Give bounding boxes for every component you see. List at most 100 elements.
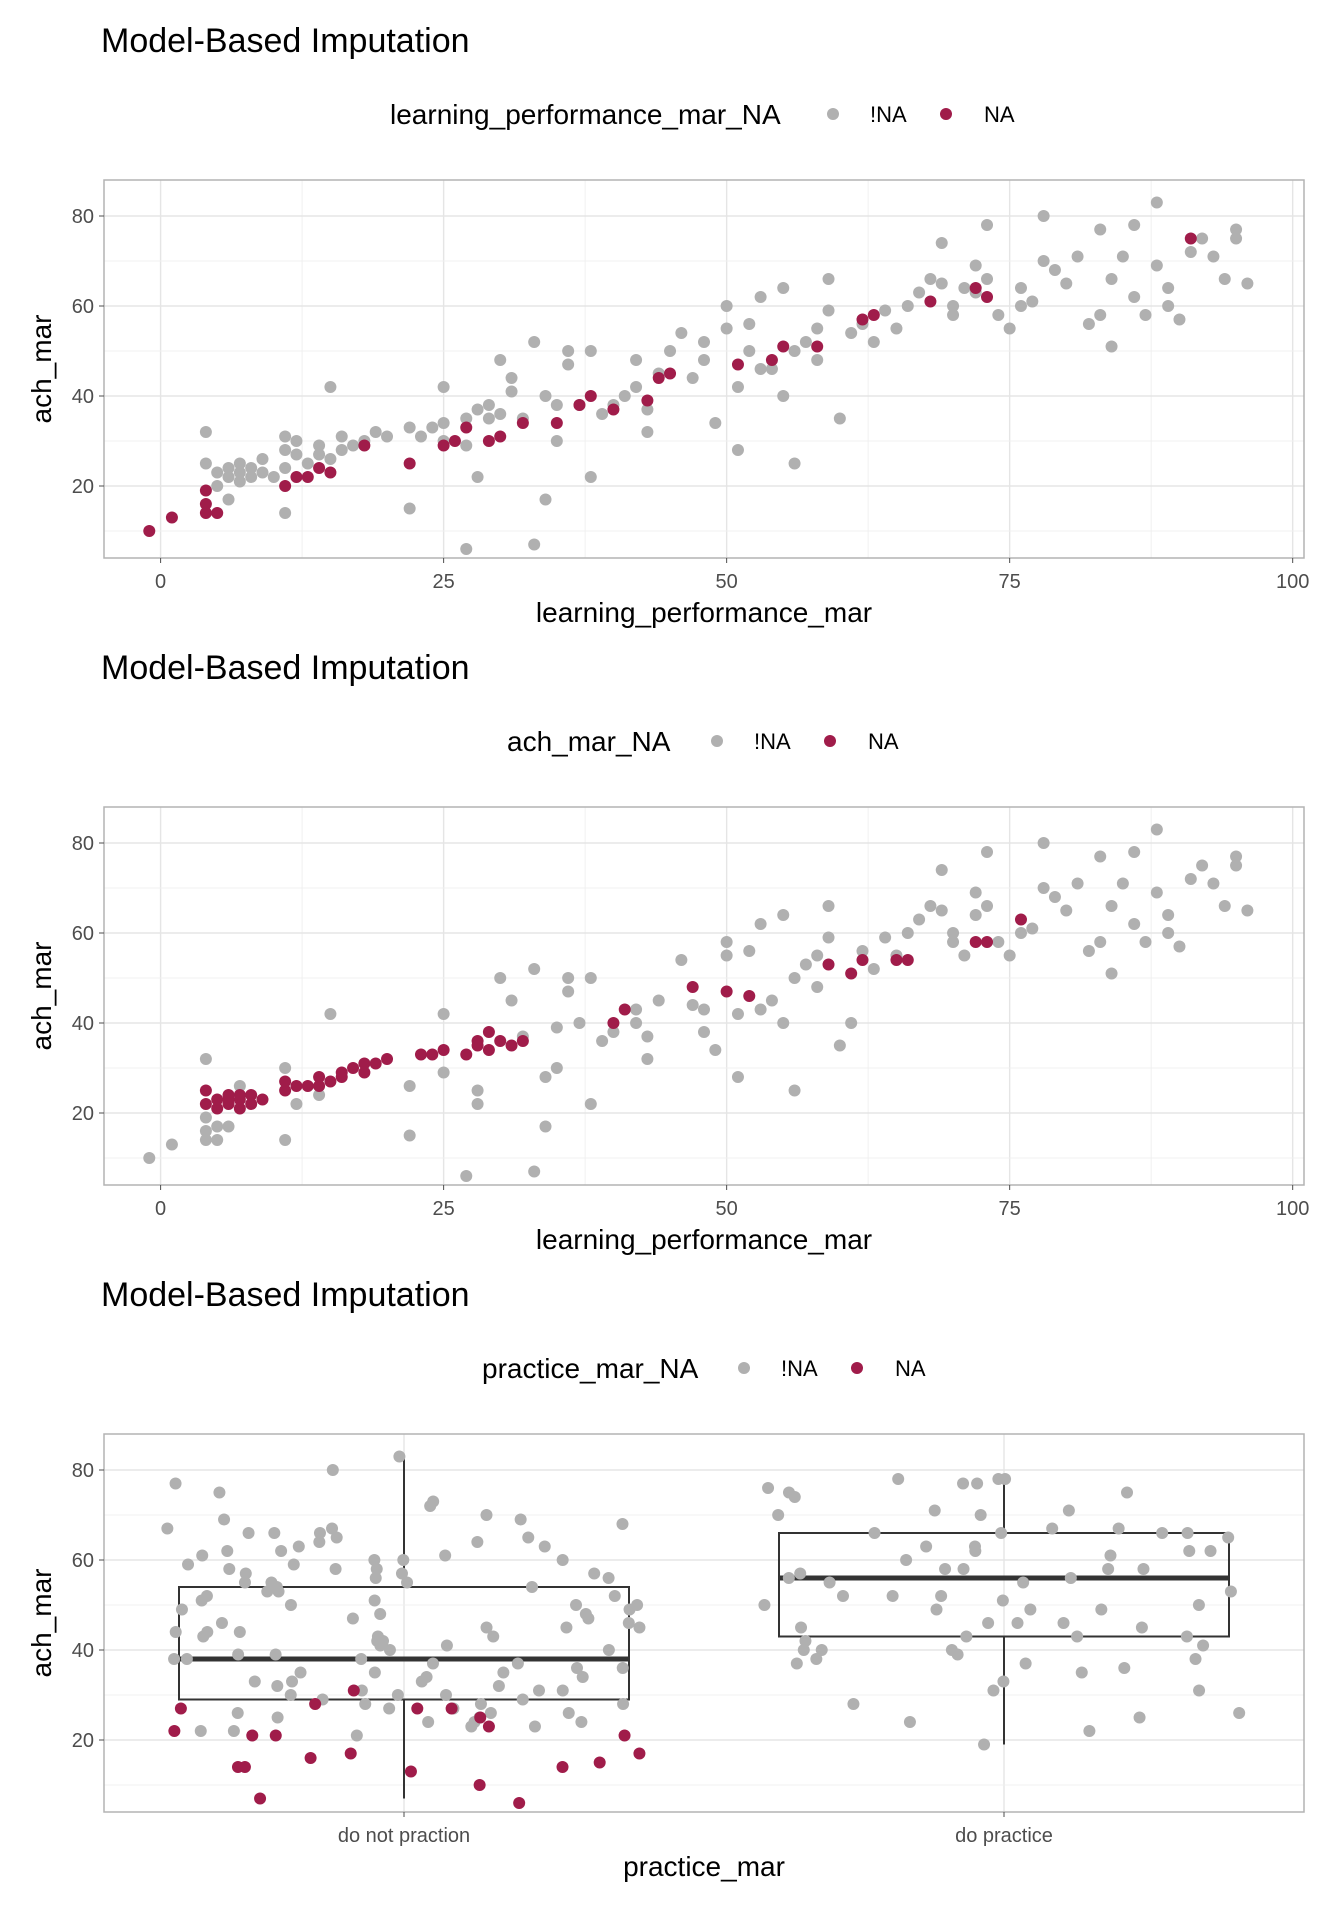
chart-3-point-notna [957,1477,970,1490]
chart-3-point-na [513,1797,526,1809]
chart-2-point-notna [584,972,597,984]
chart-1-point-notna [1218,273,1231,285]
chart-2-point-na [686,981,699,993]
chart-1-point-notna [935,277,948,290]
chart-3-point-notna [313,1527,326,1539]
chart-1-point-notna [199,457,212,470]
chart-3-point-na [411,1702,424,1715]
chart-3-point-notna [330,1531,343,1544]
chart-3-point-notna [810,1653,823,1665]
chart-1-point-notna [313,448,326,461]
chart-1-point-notna [584,345,597,357]
chart-1-point-notna [731,381,744,393]
chart-3-point-notna [1181,1527,1194,1539]
chart-3-legend-label-na: NA [895,1356,926,1381]
chart-3-legend-label-notna: !NA [781,1356,818,1381]
chart-1-point-notna [1162,282,1175,294]
chart-3-point-na [168,1725,181,1737]
chart-1-point-notna [743,345,756,357]
chart-1-point-notna [596,408,609,420]
chart-2-point-na [505,1039,518,1052]
chart-3-point-notna [275,1545,288,1557]
chart-2-legend-key-na [824,735,836,747]
chart-2-x-tick-label: 75 [999,1198,1021,1220]
chart-1-point-notna [1037,255,1050,267]
chart-3-point-notna [474,1698,487,1710]
chart-2-point-notna [1060,904,1073,917]
chart-1-point-notna [1116,250,1129,263]
chart-1-point-na [437,439,450,452]
chart-3-point-notna [284,1599,297,1611]
chart-2-point-na [482,1026,495,1038]
chart-3-point-notna [631,1599,644,1611]
chart-2-point-na [981,936,994,948]
chart-1-y-tick-label: 80 [72,206,94,228]
chart-2-point-na [222,1089,235,1101]
chart-3-point-na [556,1761,569,1773]
chart-1-point-notna [437,381,450,393]
chart-2-point-notna [607,1026,620,1038]
chart-1-point-notna [245,471,258,483]
chart-1-point-notna [1207,250,1220,263]
chart-1-point-notna [1128,219,1141,231]
chart-3-point-notna [758,1599,771,1611]
chart-1-point-na [199,484,212,497]
chart-2-point-na [211,1102,224,1115]
chart-2-point-notna [1014,927,1027,939]
chart-1-point-notna [720,322,733,335]
chart-2-point-na [743,990,756,1002]
chart-3-y-tick-label: 20 [72,1730,94,1752]
chart-2-point-notna [403,1080,416,1092]
chart-2-point-na [607,1017,620,1029]
chart-3-point-notna [213,1486,226,1499]
chart-1-point-na [448,435,461,447]
chart-3-point-notna [175,1603,188,1616]
chart-3-point-notna [1193,1684,1206,1697]
chart-2-title: Model-Based Imputation [101,649,470,687]
chart-3-point-notna [1133,1711,1146,1724]
chart-1-legend: learning_performance_mar_NA !NA NA [390,99,1015,130]
chart-3-point-notna [242,1527,255,1539]
chart-3-point-notna [588,1567,601,1580]
chart-1-point-notna [1230,232,1243,245]
chart-2-point-na [335,1071,348,1083]
chart-1-point-notna [233,466,246,479]
chart-3-point-notna [1062,1504,1075,1517]
chart-3-point-notna [355,1653,368,1665]
chart-1-point-na [494,430,507,443]
chart-3-point-notna [359,1698,372,1710]
chart-2-point-na [347,1062,360,1074]
chart-2-point-notna [528,963,541,975]
chart-3-point-notna [391,1689,404,1701]
chart-3-point-notna [471,1536,484,1548]
chart-2-point-notna [1071,877,1084,890]
chart-2-point-notna [313,1089,326,1101]
chart-1-point-notna [1105,340,1118,353]
chart-3-point-notna [272,1585,285,1598]
chart-2-point-notna [290,1098,303,1110]
chart-2-x-tick-label: 0 [155,1198,166,1220]
chart-1-y-axis-title: ach_mar [26,315,57,424]
chart-2-point-na [822,958,835,971]
chart-3-point-notna [1204,1545,1217,1557]
chart-3-x-tick-label: do not praction [338,1825,470,1847]
chart-2-point-na [245,1098,258,1110]
chart-1-legend-key-notna [827,108,839,120]
chart-1-point-notna [947,309,960,321]
chart-3-point-notna [762,1482,775,1494]
chart-2-point-notna [992,936,1005,948]
chart-2-point-na [222,1098,235,1110]
chart-3-point-notna [617,1698,630,1710]
chart-2-point-notna [924,900,937,912]
chart-2-point-notna [199,1111,212,1124]
chart-3-point-notna [1137,1563,1150,1575]
chart-1-point-na [641,394,654,407]
chart-1-point-notna [528,336,541,348]
chart-2-point-notna [211,1134,224,1146]
chart-3-point-notna [633,1621,646,1634]
chart-2-point-na [720,985,733,998]
chart-3-point-notna [886,1590,899,1602]
chart-3-point-notna [294,1666,307,1679]
chart-2-legend-label-na: NA [868,729,899,754]
chart-1-y-tick-label: 60 [72,296,94,318]
